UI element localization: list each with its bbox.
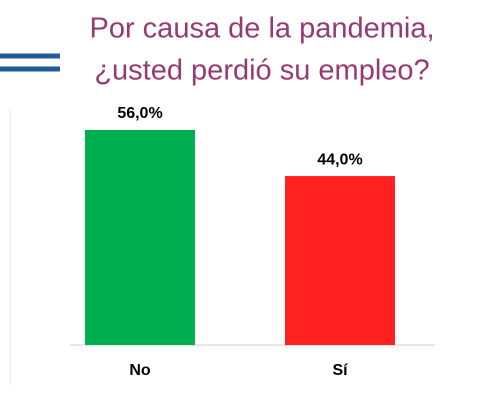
bar <box>85 130 195 345</box>
value-label: 44,0% <box>317 151 362 168</box>
chart-title: Por causa de la pandemia, <box>90 13 435 45</box>
value-label: 56,0% <box>117 105 162 122</box>
x-tick-label: Sí <box>332 362 348 379</box>
x-tick-label: No <box>129 362 151 379</box>
chart-title: ¿usted perdió su empleo? <box>94 55 429 87</box>
bar <box>285 176 395 345</box>
